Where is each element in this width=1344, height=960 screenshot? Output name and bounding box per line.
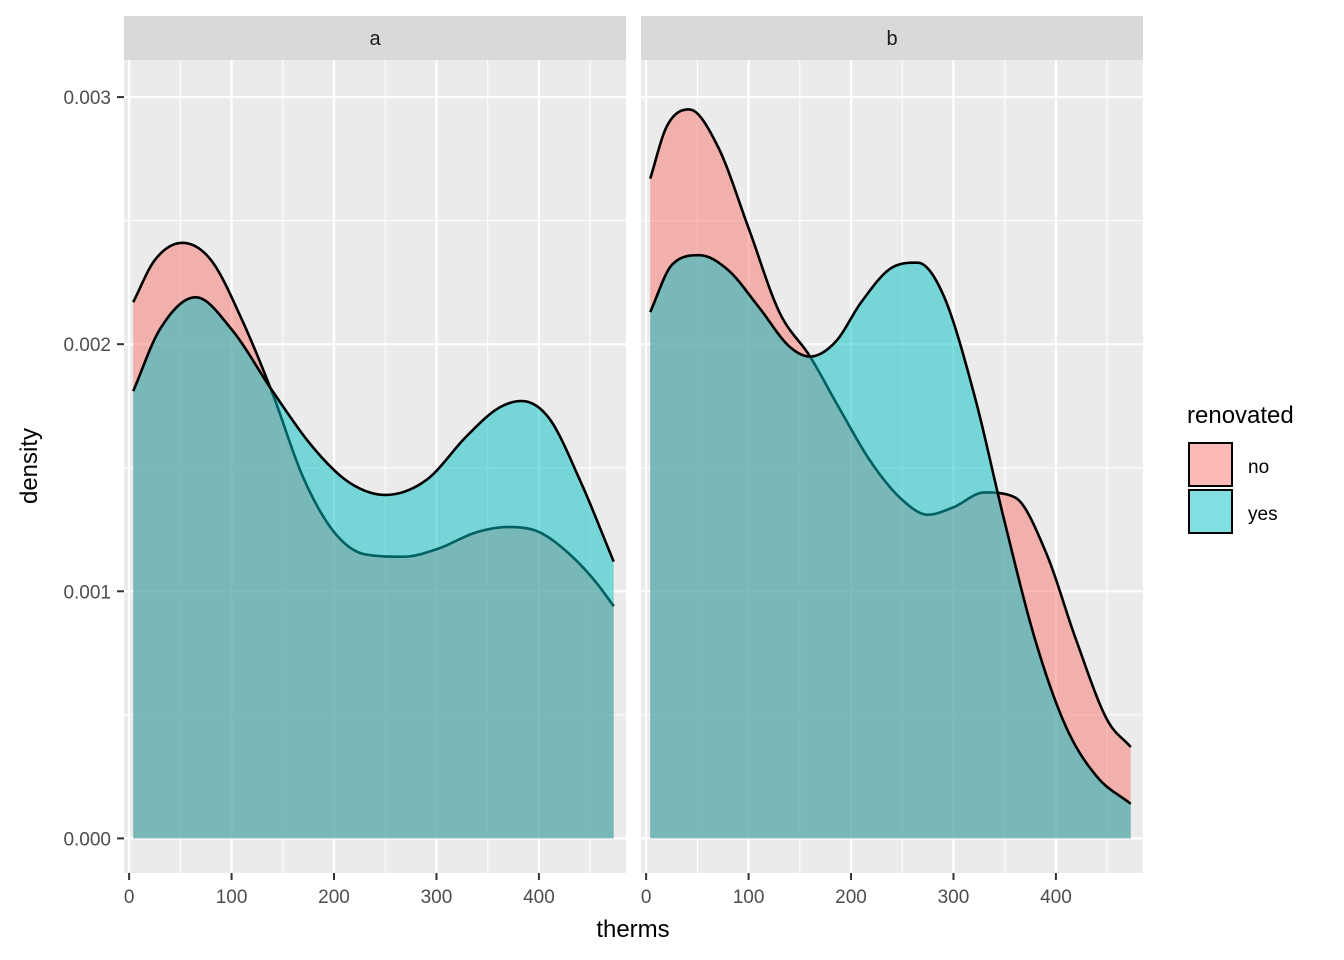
density-series-a <box>132 241 615 839</box>
x-tick-label: 400 <box>1040 887 1072 908</box>
x-axis-b: 0 100 200 300 400 <box>641 873 1072 908</box>
density-line-b-yes <box>649 253 1132 805</box>
density-area-a-yes <box>133 297 614 839</box>
legend: renovated no yes <box>1187 402 1294 534</box>
x-tick-label: 100 <box>733 887 765 908</box>
strip-background-b <box>641 16 1143 60</box>
y-axis-title: density <box>16 428 43 504</box>
y-tick-label: 0.002 <box>63 335 111 356</box>
legend-key-no <box>1188 442 1233 487</box>
x-tick-label: 0 <box>124 887 135 908</box>
strip-background-a <box>124 16 626 60</box>
legend-key-yes <box>1188 489 1233 534</box>
y-tick-label: 0.000 <box>63 829 111 850</box>
facet-panel-b: b <box>641 16 1143 873</box>
density-area-b-yes <box>650 255 1131 839</box>
x-tick-label: 200 <box>835 887 867 908</box>
x-tick-label: 300 <box>421 887 453 908</box>
y-axis: 0.000 0.001 0.002 0.003 <box>63 88 124 850</box>
x-tick-label: 200 <box>318 887 350 908</box>
legend-title: renovated <box>1187 402 1294 429</box>
density-line-a-yes <box>132 295 615 563</box>
x-tick-label: 100 <box>216 887 248 908</box>
x-tick-label: 300 <box>938 887 970 908</box>
x-tick-label: 0 <box>641 887 652 908</box>
strip-label-b: b <box>886 28 897 50</box>
facet-panel-a: a <box>124 16 626 873</box>
legend-label-no: no <box>1248 457 1269 478</box>
y-tick-label: 0.003 <box>63 88 111 109</box>
x-axis-title: therms <box>596 916 669 943</box>
strip-label-a: a <box>369 28 381 50</box>
legend-label-yes: yes <box>1248 504 1278 525</box>
x-tick-label: 400 <box>523 887 555 908</box>
y-tick-label: 0.001 <box>63 582 111 603</box>
density-series-b <box>648 108 1132 839</box>
x-axis-a: 0 100 200 300 400 <box>124 873 555 908</box>
